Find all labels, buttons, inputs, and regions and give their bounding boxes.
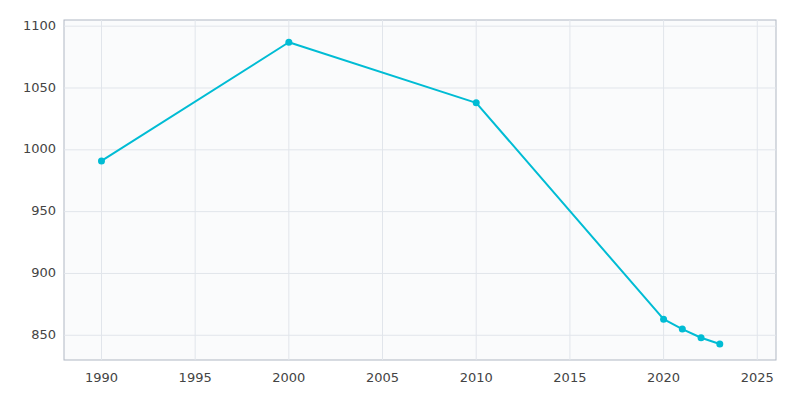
x-tick-label: 1995	[179, 370, 212, 385]
x-tick-label: 1990	[85, 370, 118, 385]
y-tick-label: 1000	[23, 141, 56, 156]
y-tick-label: 950	[31, 203, 56, 218]
x-grid-line	[663, 20, 664, 360]
y-grid-line	[64, 88, 776, 89]
x-grid-line	[382, 20, 383, 360]
y-grid-line	[64, 149, 776, 150]
y-grid-line	[64, 335, 776, 336]
x-grid-line	[288, 20, 289, 360]
x-tick-label: 2020	[647, 370, 680, 385]
x-grid-line	[476, 20, 477, 360]
y-tick-label: 1050	[23, 80, 56, 95]
y-tick-label: 900	[31, 265, 56, 280]
point	[285, 39, 292, 46]
chart-container: 1990 1995 2000 2005 2010 2015 2020 2025 850 900 95…	[0, 0, 800, 400]
x-grid-line	[101, 20, 102, 360]
point	[98, 157, 105, 164]
x-grid-line	[569, 20, 570, 360]
y-grid-line	[64, 273, 776, 274]
grid	[64, 20, 776, 360]
x-tick-label: 2010	[460, 370, 493, 385]
x-tick-label: 2005	[366, 370, 399, 385]
line	[101, 42, 719, 344]
y-tick-label: 1100	[23, 18, 56, 33]
x-grid-line	[757, 20, 758, 360]
point	[679, 326, 686, 333]
chart: 1990 1995 2000 2005 2010 2015 2020 2025 850 900 95…	[0, 0, 800, 400]
x-tick-label: 2025	[741, 370, 774, 385]
point	[698, 334, 705, 341]
series	[98, 39, 723, 348]
x-grid-line	[195, 20, 196, 360]
point	[716, 340, 723, 347]
x-tick-label: 2015	[553, 370, 586, 385]
point	[473, 99, 480, 106]
y-grid-line	[64, 26, 776, 27]
y-grid-line	[64, 211, 776, 212]
y-tick-label: 850	[31, 327, 56, 342]
x-tick-label: 2000	[272, 370, 305, 385]
plot-frame	[64, 20, 776, 360]
point	[660, 316, 667, 323]
